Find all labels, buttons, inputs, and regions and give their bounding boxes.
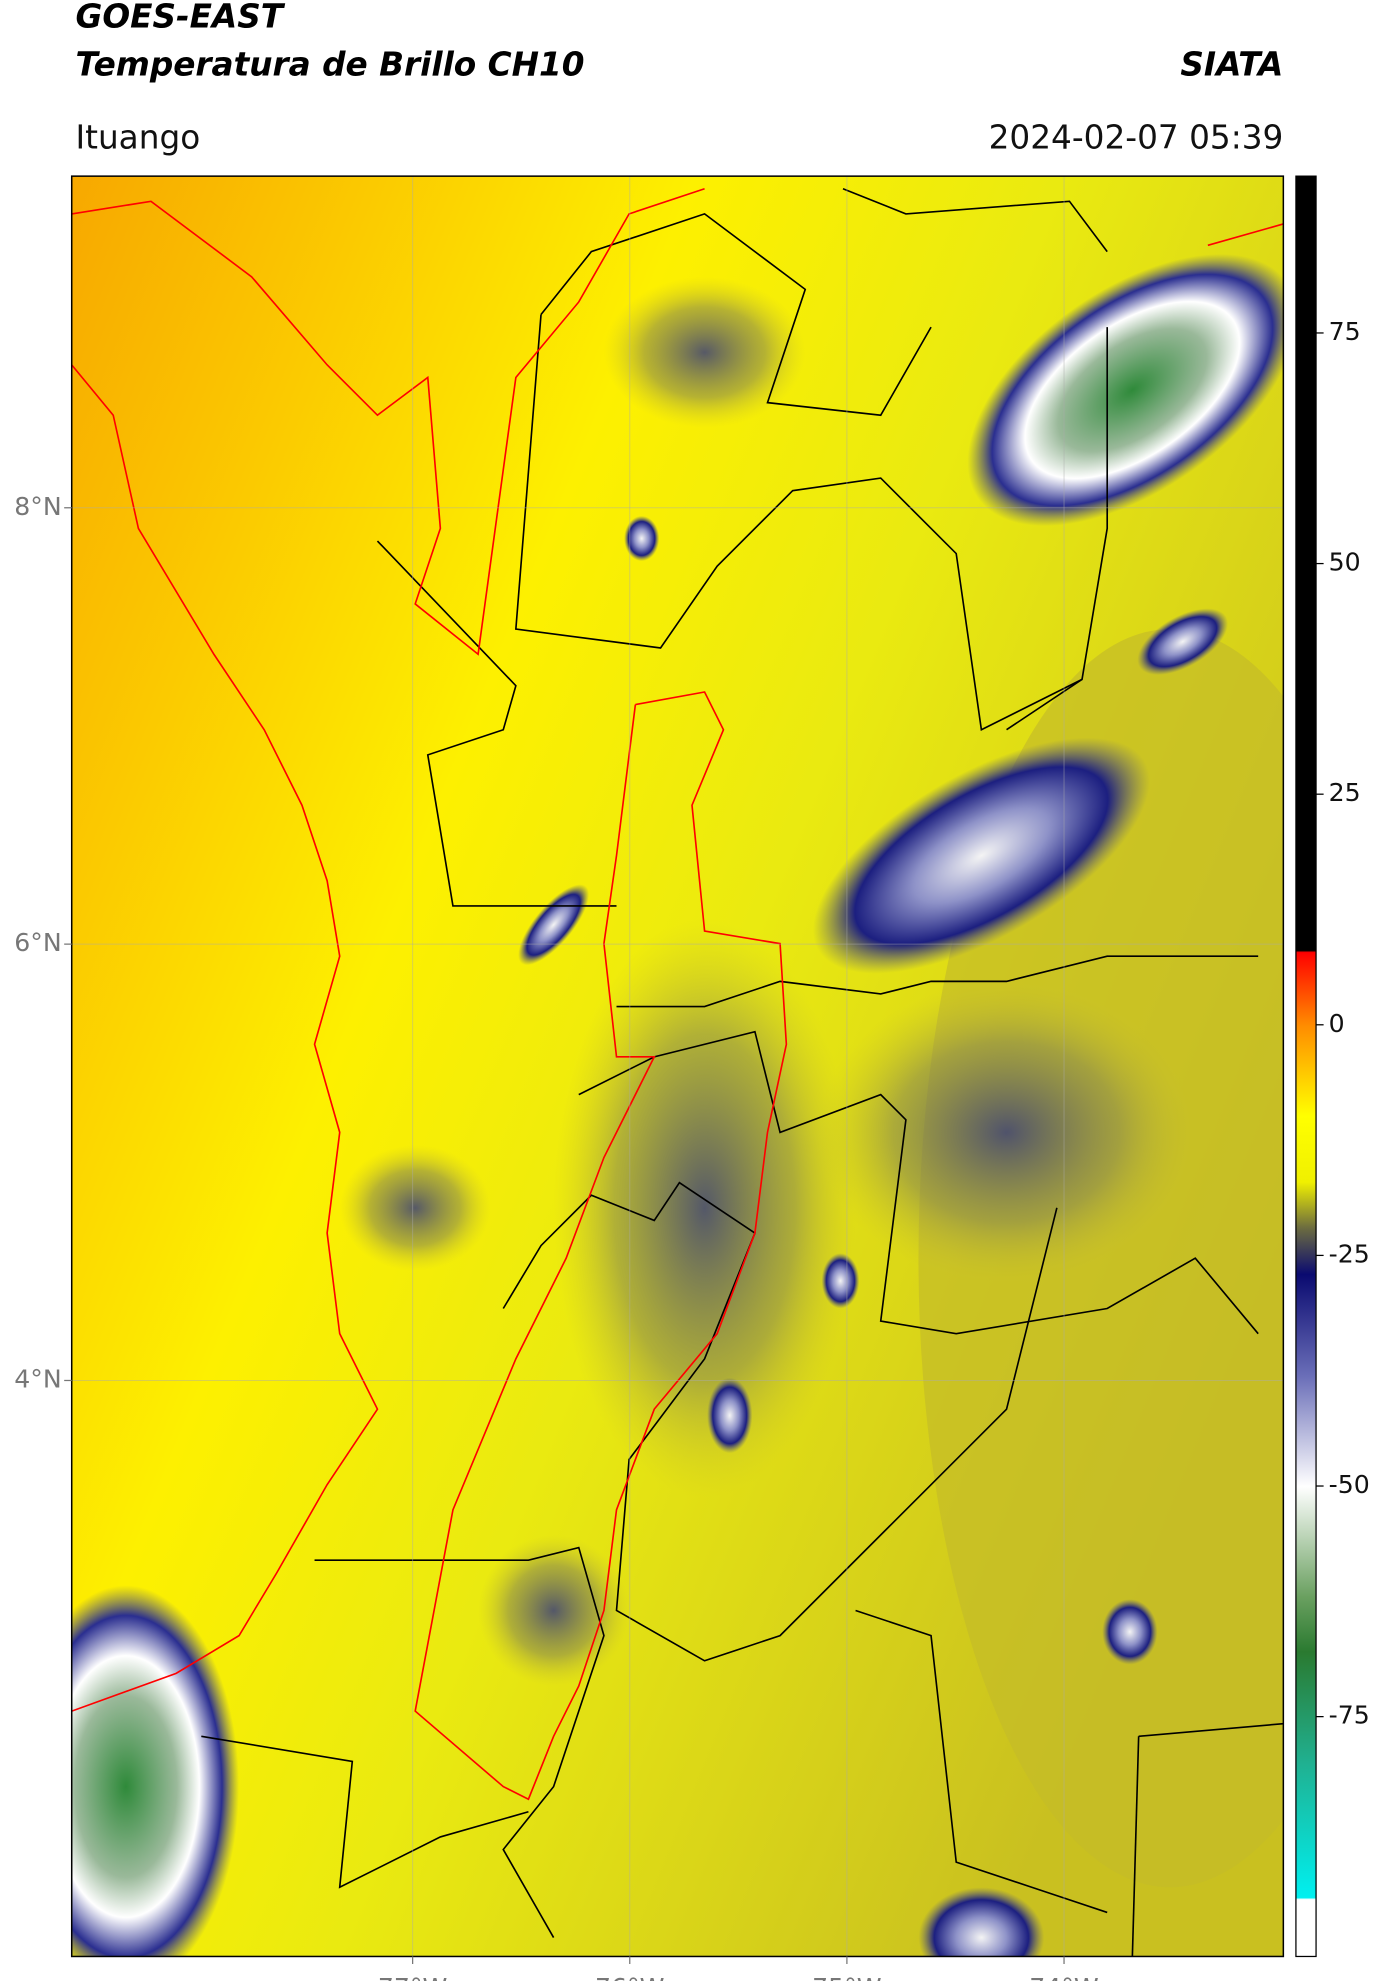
map-image — [71, 176, 1284, 1957]
map-frame — [70, 175, 1285, 1958]
location: Ituango — [75, 118, 200, 156]
title-line2: Temperatura de Brillo CH10 — [75, 45, 584, 83]
x-tick-label: 77°W — [378, 1973, 448, 1981]
colorbar-tick-label: -75 — [1329, 1701, 1370, 1730]
colorbar — [1295, 175, 1317, 1958]
title-line1: GOES-EAST — [75, 0, 285, 36]
colorbar-tick-label: 0 — [1329, 1009, 1345, 1038]
x-tick-label: 76°W — [595, 1973, 665, 1981]
colorbar-tick-label: 25 — [1329, 778, 1361, 807]
timestamp: 2024-02-07 05:39 — [989, 118, 1284, 156]
x-tick-label: 74°W — [1029, 1973, 1099, 1981]
y-tick-label: 4°N — [14, 1364, 61, 1393]
brand: SIATA — [1180, 45, 1283, 83]
y-tick-label: 8°N — [14, 492, 61, 521]
y-tick-label: 6°N — [14, 928, 61, 957]
x-tick-label: 75°W — [812, 1973, 882, 1981]
colorbar-tick-label: -25 — [1329, 1239, 1370, 1268]
colorbar-tick-label: 75 — [1329, 317, 1361, 346]
colorbar-tick-label: -50 — [1329, 1470, 1370, 1499]
colorbar-tick-label: 50 — [1329, 548, 1361, 577]
